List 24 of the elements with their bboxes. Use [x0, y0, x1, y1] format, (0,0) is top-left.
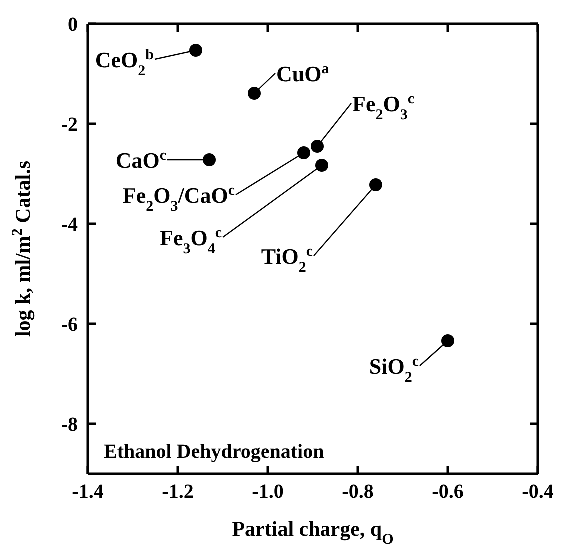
annotation: Ethanol Dehydrogenation [104, 441, 324, 463]
y-tick-label: -2 [61, 114, 78, 136]
x-tick-label: -0.8 [342, 481, 374, 504]
x-tick-label: -0.6 [432, 481, 464, 504]
y-tick-label: -4 [61, 214, 78, 236]
x-tick-label: -0.4 [522, 481, 554, 504]
y-tick-label: 0 [68, 14, 78, 36]
x-tick-label: -1.2 [162, 481, 194, 504]
x-axis-title: Partial charge, q$_{O}$ [232, 517, 394, 548]
point [203, 154, 216, 166]
point [370, 178, 382, 192]
annotation: CaO$^{c}$ [116, 148, 167, 173]
point [311, 140, 324, 153]
annotation: Fe$_{2}$O$_{3}$/CaO$^{c}$ [122, 183, 236, 215]
point [316, 159, 328, 172]
y-tick-label: -8 [61, 414, 78, 436]
x-tick-label: -1.0 [252, 481, 284, 504]
point [298, 146, 310, 160]
annotation: CuO$^{a}$ [276, 62, 330, 86]
y-tick-label: -6 [61, 314, 78, 336]
point [190, 44, 202, 57]
x-tick-label: -1.4 [72, 481, 104, 504]
point [248, 87, 261, 100]
point [442, 334, 454, 348]
